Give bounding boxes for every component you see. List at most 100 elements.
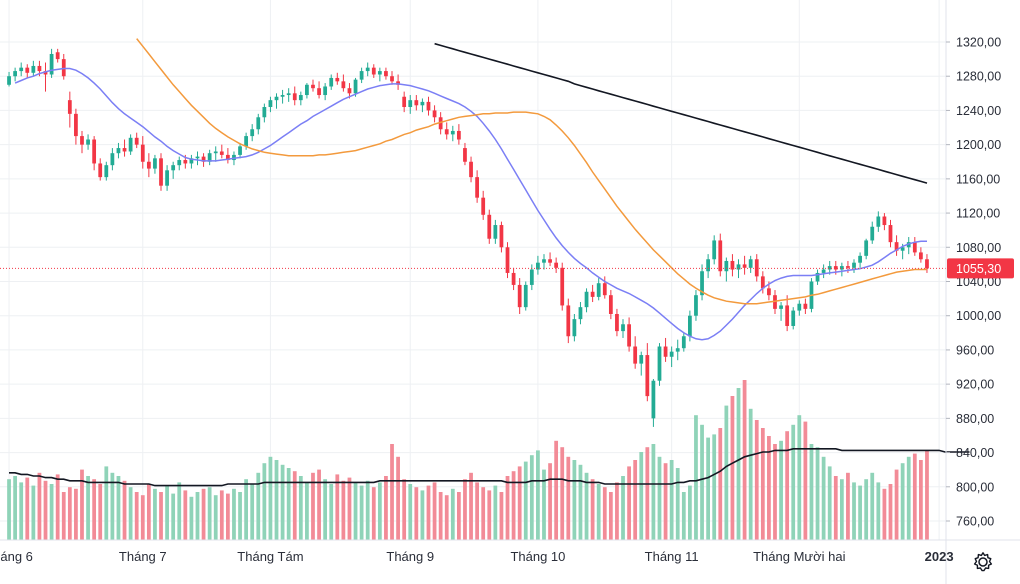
candle[interactable]: [517, 278, 522, 315]
candle[interactable]: [621, 319, 625, 338]
candle[interactable]: [906, 237, 911, 255]
candle[interactable]: [499, 221, 504, 253]
candle[interactable]: [159, 153, 163, 191]
candle[interactable]: [25, 64, 30, 78]
candle[interactable]: [426, 96, 431, 116]
candle[interactable]: [882, 213, 887, 231]
candle[interactable]: [469, 156, 473, 183]
candle[interactable]: [487, 209, 492, 244]
candle[interactable]: [590, 284, 595, 303]
candle[interactable]: [724, 257, 729, 282]
candle[interactable]: [706, 254, 711, 279]
settings-gear-button[interactable]: [946, 540, 1020, 584]
candle[interactable]: [560, 262, 565, 311]
candle[interactable]: [700, 264, 704, 301]
candle[interactable]: [67, 91, 72, 128]
candle[interactable]: [712, 235, 717, 265]
candle[interactable]: [505, 242, 510, 279]
candle[interactable]: [742, 255, 747, 275]
candle[interactable]: [402, 91, 407, 113]
candle[interactable]: [839, 262, 844, 277]
candle[interactable]: [852, 259, 856, 273]
candle[interactable]: [858, 252, 862, 268]
candle[interactable]: [311, 79, 315, 92]
candle[interactable]: [317, 81, 321, 99]
candle[interactable]: [329, 74, 334, 90]
candle[interactable]: [785, 295, 790, 332]
candle[interactable]: [876, 211, 881, 232]
candle[interactable]: [718, 233, 723, 277]
candle[interactable]: [754, 254, 759, 282]
candle[interactable]: [444, 122, 449, 140]
candle[interactable]: [566, 298, 571, 344]
candle[interactable]: [432, 105, 437, 123]
candle[interactable]: [134, 132, 139, 149]
candle[interactable]: [797, 300, 802, 316]
candle[interactable]: [669, 346, 674, 368]
candle[interactable]: [274, 93, 279, 109]
candle[interactable]: [110, 148, 115, 171]
candle[interactable]: [201, 153, 206, 167]
candle[interactable]: [280, 89, 285, 104]
candle[interactable]: [821, 264, 826, 279]
candle[interactable]: [195, 151, 200, 166]
candle[interactable]: [98, 158, 103, 181]
candle[interactable]: [815, 269, 820, 285]
candle[interactable]: [116, 142, 121, 159]
candle[interactable]: [463, 142, 467, 166]
candle[interactable]: [298, 91, 303, 106]
candle[interactable]: [475, 170, 480, 203]
candle[interactable]: [19, 62, 24, 77]
time-axis[interactable]: Tháng 6 Tháng 7 Tháng Tám Tháng 9 Tháng 10 Th…: [0, 549, 1020, 564]
candle[interactable]: [250, 124, 255, 142]
candle[interactable]: [627, 317, 631, 352]
candle[interactable]: [55, 48, 60, 63]
candle[interactable]: [384, 67, 388, 80]
candle[interactable]: [456, 124, 461, 145]
candle[interactable]: [773, 290, 777, 315]
candle[interactable]: [803, 298, 808, 315]
candle[interactable]: [438, 112, 443, 135]
candle[interactable]: [104, 161, 109, 181]
candle[interactable]: [663, 337, 668, 362]
candle[interactable]: [359, 67, 364, 84]
candle[interactable]: [681, 332, 686, 352]
candle[interactable]: [128, 134, 133, 155]
candle[interactable]: [657, 343, 662, 386]
candle[interactable]: [414, 95, 419, 111]
candle[interactable]: [694, 290, 698, 321]
candle[interactable]: [481, 190, 486, 220]
candle[interactable]: [554, 257, 559, 273]
candle[interactable]: [213, 146, 218, 162]
candle[interactable]: [165, 165, 169, 191]
candle[interactable]: [523, 281, 528, 311]
candle[interactable]: [207, 149, 212, 166]
candle[interactable]: [61, 53, 66, 80]
candle[interactable]: [189, 154, 194, 169]
candle[interactable]: [365, 62, 370, 77]
candle[interactable]: [140, 136, 145, 169]
candle[interactable]: [408, 95, 413, 114]
candle[interactable]: [225, 148, 230, 164]
candle[interactable]: [584, 288, 589, 313]
candle[interactable]: [493, 219, 498, 244]
candle[interactable]: [912, 237, 917, 256]
candle[interactable]: [390, 71, 394, 85]
candle[interactable]: [335, 72, 340, 85]
candle[interactable]: [262, 103, 267, 123]
candle[interactable]: [894, 235, 899, 256]
candle[interactable]: [31, 60, 36, 77]
candle[interactable]: [888, 219, 893, 248]
candle[interactable]: [396, 74, 400, 90]
candle[interactable]: [238, 142, 242, 159]
candle[interactable]: [578, 302, 583, 325]
candle[interactable]: [286, 88, 291, 102]
candle[interactable]: [146, 153, 151, 178]
candle[interactable]: [651, 379, 656, 427]
candle[interactable]: [305, 83, 309, 99]
candle[interactable]: [675, 339, 680, 361]
candle[interactable]: [450, 125, 455, 142]
candle[interactable]: [572, 314, 577, 342]
candle[interactable]: [602, 276, 607, 299]
